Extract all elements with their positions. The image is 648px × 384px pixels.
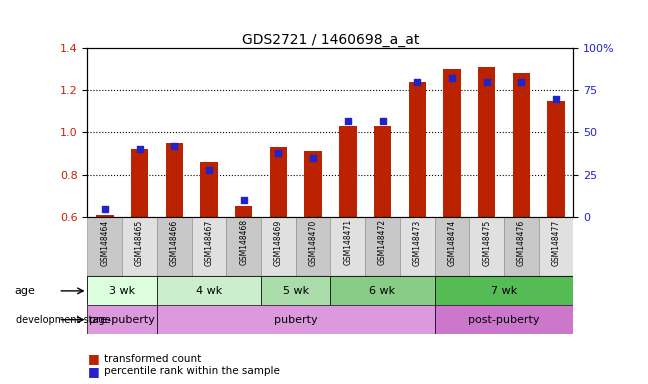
Text: post-puberty: post-puberty bbox=[469, 314, 540, 325]
Bar bbox=[157, 305, 435, 334]
Point bbox=[273, 150, 284, 156]
Bar bbox=[87, 305, 157, 334]
Text: GSM148466: GSM148466 bbox=[170, 219, 179, 266]
Text: age: age bbox=[15, 286, 36, 296]
Point bbox=[238, 197, 249, 203]
Bar bbox=[330, 276, 435, 305]
Point bbox=[412, 79, 422, 85]
Point bbox=[343, 118, 353, 124]
Bar bbox=[131, 149, 148, 217]
Bar bbox=[435, 276, 573, 305]
Point bbox=[447, 75, 457, 81]
Point bbox=[551, 96, 561, 102]
Bar bbox=[122, 217, 157, 276]
Bar bbox=[400, 217, 435, 276]
Bar bbox=[478, 67, 495, 217]
Bar bbox=[469, 217, 504, 276]
Text: GSM148473: GSM148473 bbox=[413, 219, 422, 266]
Bar bbox=[261, 276, 330, 305]
Text: transformed count: transformed count bbox=[104, 354, 201, 364]
Text: GSM148469: GSM148469 bbox=[274, 219, 283, 266]
Bar bbox=[443, 69, 461, 217]
Bar bbox=[270, 147, 287, 217]
Text: puberty: puberty bbox=[274, 314, 318, 325]
Bar bbox=[87, 217, 122, 276]
Bar bbox=[305, 151, 322, 217]
Text: 7 wk: 7 wk bbox=[491, 286, 517, 296]
Title: GDS2721 / 1460698_a_at: GDS2721 / 1460698_a_at bbox=[242, 33, 419, 47]
Bar bbox=[409, 82, 426, 217]
Text: ■: ■ bbox=[87, 365, 99, 378]
Text: GSM148471: GSM148471 bbox=[343, 219, 353, 265]
Bar bbox=[513, 73, 530, 217]
Bar bbox=[261, 217, 295, 276]
Text: GSM148475: GSM148475 bbox=[482, 219, 491, 266]
Text: GSM148468: GSM148468 bbox=[239, 219, 248, 265]
Bar bbox=[374, 126, 391, 217]
Text: pre-puberty: pre-puberty bbox=[89, 314, 155, 325]
Bar bbox=[200, 162, 218, 217]
Bar bbox=[295, 217, 330, 276]
Point bbox=[134, 146, 145, 152]
Text: 4 wk: 4 wk bbox=[196, 286, 222, 296]
Text: GSM148477: GSM148477 bbox=[551, 219, 561, 266]
Bar bbox=[365, 217, 400, 276]
Text: GSM148465: GSM148465 bbox=[135, 219, 144, 266]
Point bbox=[203, 167, 214, 173]
Text: percentile rank within the sample: percentile rank within the sample bbox=[104, 366, 279, 376]
Text: 6 wk: 6 wk bbox=[369, 286, 396, 296]
Point bbox=[516, 79, 527, 85]
Bar bbox=[504, 217, 538, 276]
Bar bbox=[87, 276, 157, 305]
Text: GSM148464: GSM148464 bbox=[100, 219, 110, 266]
Bar bbox=[157, 276, 261, 305]
Bar bbox=[339, 126, 356, 217]
Bar bbox=[435, 217, 469, 276]
Bar bbox=[330, 217, 365, 276]
Bar bbox=[226, 217, 261, 276]
Bar bbox=[235, 207, 252, 217]
Text: development stage: development stage bbox=[16, 314, 110, 325]
Text: GSM148474: GSM148474 bbox=[448, 219, 456, 266]
Text: GSM148470: GSM148470 bbox=[308, 219, 318, 266]
Bar bbox=[548, 101, 565, 217]
Point bbox=[481, 79, 492, 85]
Text: GSM148472: GSM148472 bbox=[378, 219, 387, 265]
Bar bbox=[166, 143, 183, 217]
Point bbox=[169, 143, 179, 149]
Point bbox=[308, 155, 318, 161]
Text: 3 wk: 3 wk bbox=[109, 286, 135, 296]
Point bbox=[377, 118, 388, 124]
Text: ■: ■ bbox=[87, 353, 99, 366]
Text: GSM148476: GSM148476 bbox=[517, 219, 526, 266]
Bar bbox=[157, 217, 192, 276]
Bar bbox=[538, 217, 573, 276]
Text: 5 wk: 5 wk bbox=[283, 286, 309, 296]
Point bbox=[100, 205, 110, 212]
Bar bbox=[192, 217, 226, 276]
Text: GSM148467: GSM148467 bbox=[205, 219, 213, 266]
Bar bbox=[435, 305, 573, 334]
Bar bbox=[96, 215, 113, 217]
